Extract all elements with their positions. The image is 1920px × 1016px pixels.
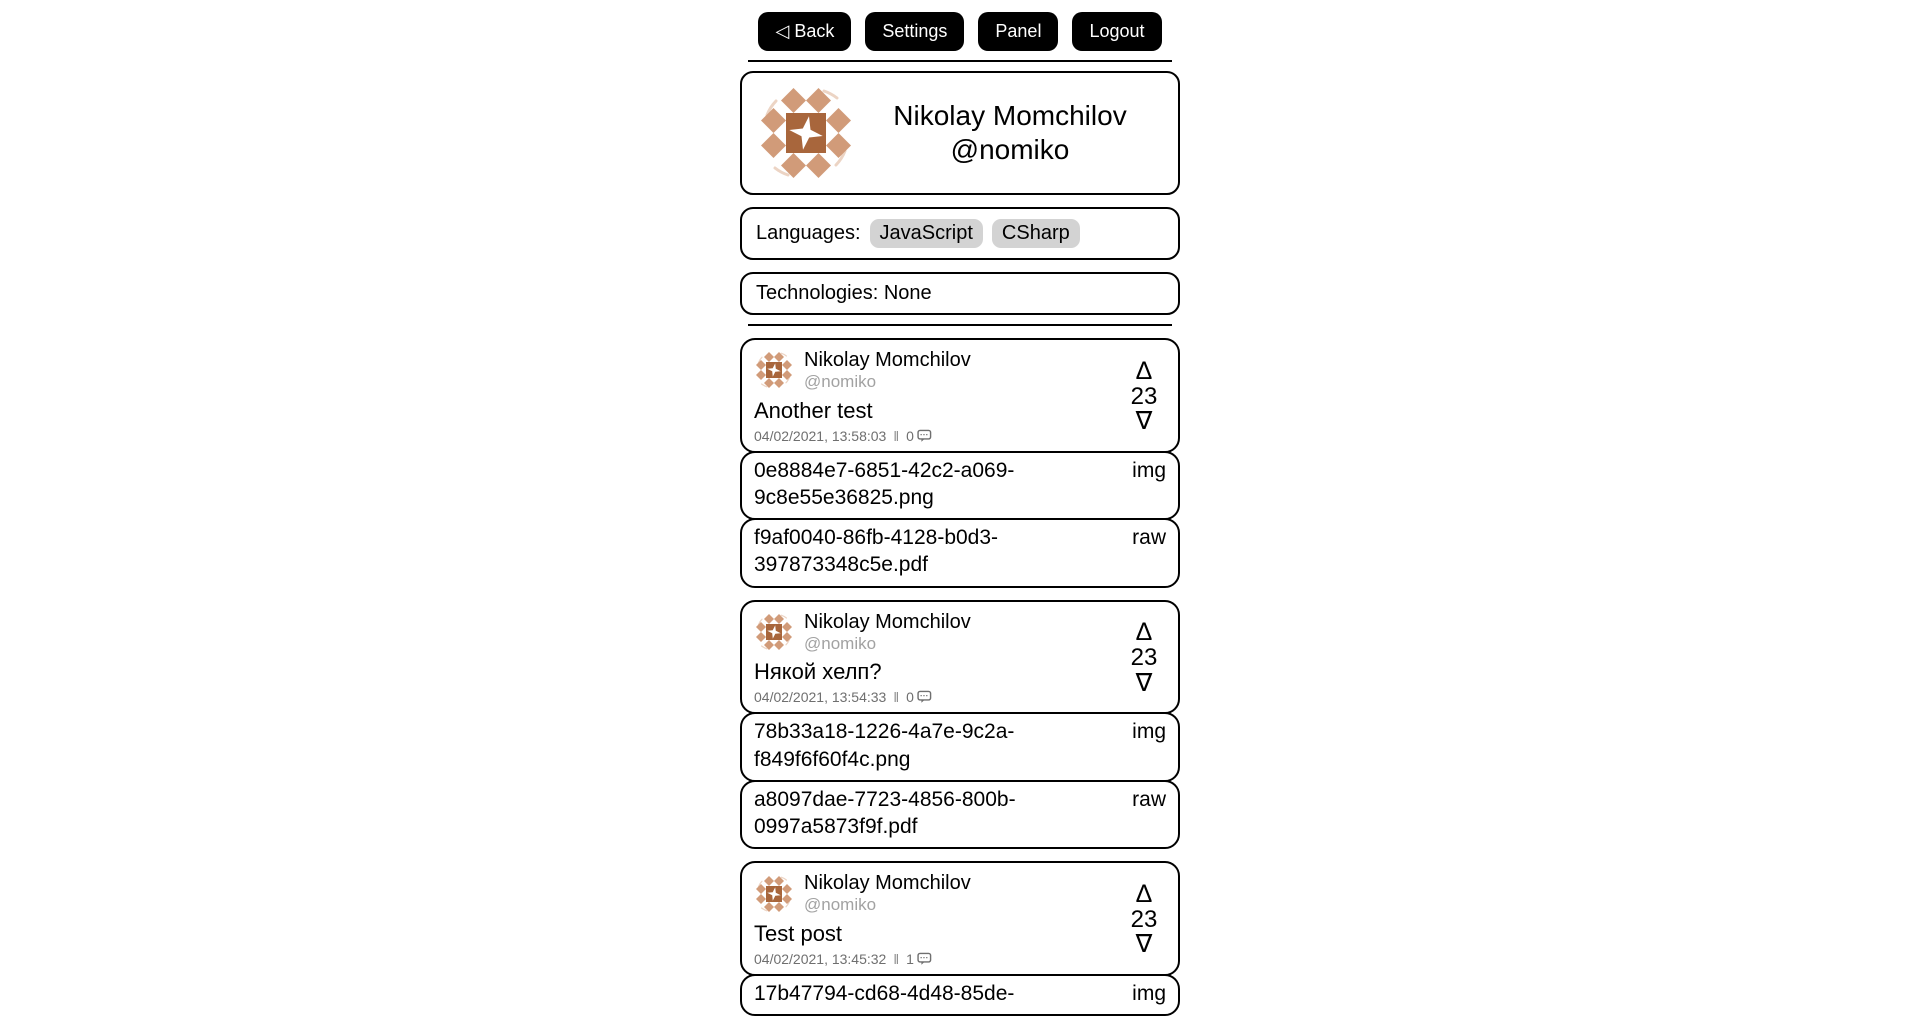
profile-name: Nikolay Momchilov <box>893 99 1127 131</box>
attachment-row[interactable]: 0e8884e7-6851-42c2-a069-9c8e55e36825.png… <box>740 450 1180 521</box>
identicon-avatar <box>754 612 794 652</box>
post-title: Another test <box>754 397 873 423</box>
panel-button[interactable]: Panel <box>978 12 1059 51</box>
post-title: Някой хелп? <box>754 659 882 685</box>
attachment-name[interactable]: a8097dae-7723-4856-800b-0997a5873f9f.pdf <box>754 787 1016 839</box>
author-handle: @nomiko <box>804 372 877 391</box>
post-main: Nikolay Momchilov @nomiko Test post 04/0… <box>754 872 1122 967</box>
author-row: Nikolay Momchilov @nomiko <box>754 611 1122 654</box>
settings-button[interactable]: Settings <box>865 12 965 51</box>
comment-count: 1 <box>906 951 914 968</box>
author-row: Nikolay Momchilov @nomiko <box>754 349 1122 392</box>
identicon-avatar <box>754 350 794 390</box>
vote-column: Δ 23 ∇ <box>1122 349 1166 444</box>
attachment-row[interactable]: 17b47794-cd68-4d48-85de- img <box>740 974 1180 1016</box>
profile-page: ◁ Back Settings Panel Logout Nikolay Mom… <box>740 0 1180 1016</box>
comments-icon <box>917 952 932 966</box>
downvote-button[interactable]: ∇ <box>1135 930 1153 959</box>
language-badge-csharp: CSharp <box>991 219 1080 248</box>
post-timestamp: 04/02/2021, 13:45:32 <box>754 951 887 968</box>
attachment-name[interactable]: 78b33a18-1226-4a7e-9c2a-f849f6f60f4c.png <box>754 720 1015 771</box>
downvote-button[interactable]: ∇ <box>1135 668 1153 697</box>
profile-card: Nikolay Momchilov @nomiko <box>740 71 1180 195</box>
author-handle: @nomiko <box>804 895 877 915</box>
vote-count: 23 <box>1130 382 1158 410</box>
post-meta: 04/02/2021, 13:54:33 ‖ 0 <box>754 689 1122 705</box>
author-name: Nikolay Momchilov <box>804 872 971 895</box>
post-main: Nikolay Momchilov @nomiko Някой хелп? 04… <box>754 611 1122 706</box>
attachment-row[interactable]: f9af0040-86fb-4128-b0d3-397873348c5e.pdf… <box>740 518 1180 588</box>
post-timestamp: 04/02/2021, 13:54:33 <box>754 689 887 706</box>
post-timestamp: 04/02/2021, 13:58:03 <box>754 427 887 444</box>
posts-divider <box>748 324 1172 326</box>
attachment-type: raw <box>1132 787 1166 811</box>
author-block: Nikolay Momchilov @nomiko <box>804 611 971 654</box>
attachment-type: img <box>1132 720 1166 744</box>
logout-button[interactable]: Logout <box>1072 12 1162 51</box>
upvote-button[interactable]: Δ <box>1135 356 1153 385</box>
identicon-avatar <box>754 874 794 914</box>
meta-separator: ‖ <box>893 951 900 968</box>
comments-icon <box>917 690 932 704</box>
upvote-button[interactable]: Δ <box>1135 618 1153 647</box>
author-handle: @nomiko <box>804 633 877 653</box>
post-title: Test post <box>754 921 843 947</box>
post-main: Nikolay Momchilov @nomiko Another test 0… <box>754 349 1122 444</box>
vote-count: 23 <box>1130 644 1158 672</box>
back-button[interactable]: ◁ Back <box>758 12 852 51</box>
attachment-name[interactable]: f9af0040-86fb-4128-b0d3-397873348c5e.pdf <box>754 526 999 577</box>
post-meta: 04/02/2021, 13:58:03 ‖ 0 <box>754 428 1122 444</box>
technologies-label: Technologies: None <box>756 282 932 304</box>
post-card: Nikolay Momchilov @nomiko Test post 04/0… <box>740 861 1180 1016</box>
author-name: Nikolay Momchilov <box>804 349 971 371</box>
comments-indicator: 1 <box>906 951 932 967</box>
attachment-type: img <box>1132 458 1166 482</box>
vote-column: Δ 23 ∇ <box>1122 872 1166 967</box>
author-block: Nikolay Momchilov @nomiko <box>804 872 971 915</box>
upvote-button[interactable]: Δ <box>1135 880 1153 909</box>
comments-icon <box>917 429 932 443</box>
attachment-name[interactable]: 17b47794-cd68-4d48-85de- <box>754 982 1015 1006</box>
vote-column: Δ 23 ∇ <box>1122 611 1166 706</box>
top-divider <box>748 60 1172 62</box>
comments-indicator: 0 <box>906 428 932 444</box>
languages-card: Languages: JavaScript CSharp <box>740 207 1180 260</box>
post-header[interactable]: Nikolay Momchilov @nomiko Another test 0… <box>740 338 1180 453</box>
comment-count: 0 <box>906 689 914 706</box>
post-card: Nikolay Momchilov @nomiko Another test 0… <box>740 338 1180 588</box>
attachment-row[interactable]: 78b33a18-1226-4a7e-9c2a-f849f6f60f4c.png… <box>740 712 1180 782</box>
vote-count: 23 <box>1130 906 1158 934</box>
attachment-name[interactable]: 0e8884e7-6851-42c2-a069-9c8e55e36825.png <box>754 458 1015 509</box>
meta-separator: ‖ <box>893 427 900 444</box>
post-card: Nikolay Momchilov @nomiko Някой хелп? 04… <box>740 599 1180 850</box>
meta-separator: ‖ <box>893 689 900 706</box>
toolbar: ◁ Back Settings Panel Logout <box>740 12 1180 51</box>
posts-list: Nikolay Momchilov @nomiko Another test 0… <box>740 338 1180 1016</box>
author-name: Nikolay Momchilov <box>804 610 971 633</box>
post-meta: 04/02/2021, 13:45:32 ‖ 1 <box>754 951 1122 967</box>
comments-indicator: 0 <box>906 689 932 705</box>
attachment-type: raw <box>1132 526 1166 550</box>
downvote-button[interactable]: ∇ <box>1135 406 1153 435</box>
post-header[interactable]: Nikolay Momchilov @nomiko Някой хелп? 04… <box>740 599 1180 715</box>
author-block: Nikolay Momchilov @nomiko <box>804 349 971 392</box>
technologies-card: Technologies: None <box>740 272 1180 315</box>
identicon-avatar <box>756 83 856 183</box>
author-row: Nikolay Momchilov @nomiko <box>754 872 1122 915</box>
comment-count: 0 <box>906 427 914 444</box>
languages-label: Languages: <box>756 222 861 244</box>
attachment-row[interactable]: a8097dae-7723-4856-800b-0997a5873f9f.pdf… <box>740 779 1180 850</box>
post-header[interactable]: Nikolay Momchilov @nomiko Test post 04/0… <box>740 861 1180 977</box>
language-badge-javascript: JavaScript <box>869 219 983 248</box>
attachment-type: img <box>1132 982 1166 1006</box>
profile-names: Nikolay Momchilov @nomiko <box>856 99 1164 167</box>
profile-handle: @nomiko <box>950 134 1070 165</box>
